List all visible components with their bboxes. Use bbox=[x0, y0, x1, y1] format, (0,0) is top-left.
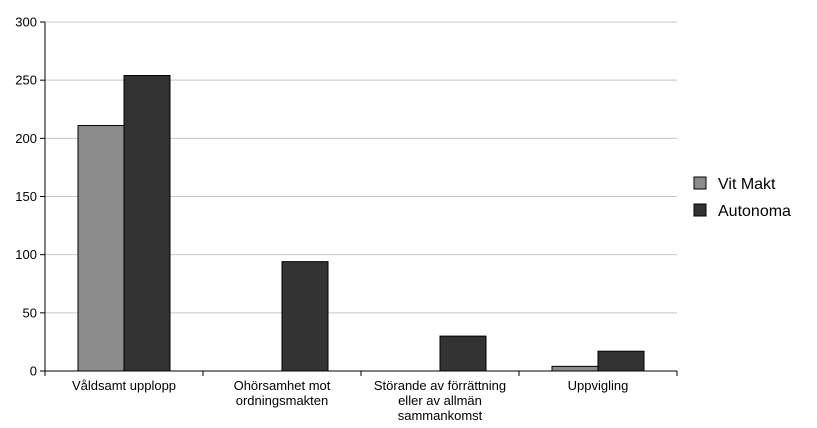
bar-vit-makt bbox=[551, 365, 599, 372]
legend-swatch bbox=[693, 203, 707, 217]
y-tick-label: 150 bbox=[15, 189, 37, 204]
legend-swatch bbox=[693, 176, 707, 190]
y-tick-labels: 0 50 100 150 200 250 300 bbox=[15, 15, 37, 379]
category-label-line: ordningsmakten bbox=[236, 393, 329, 408]
category-label: Våldsamt upplopp bbox=[72, 378, 176, 393]
legend-label: Autonoma bbox=[718, 203, 791, 220]
y-tick-label: 100 bbox=[15, 247, 37, 262]
category-label-line: Störande av förrättning bbox=[374, 378, 506, 393]
bar-autonoma bbox=[281, 261, 329, 372]
bar-autonoma bbox=[439, 335, 487, 372]
category-label-line: eller av allmän bbox=[398, 393, 482, 408]
bar-vit-makt bbox=[77, 125, 125, 372]
category-label-line: Uppvigling bbox=[568, 378, 629, 393]
legend: Vit Makt Autonoma bbox=[693, 176, 791, 220]
bars bbox=[77, 75, 645, 372]
category-label-line: sammankomst bbox=[398, 408, 483, 423]
y-tick-label: 0 bbox=[30, 364, 37, 379]
category-label-line: Våldsamt upplopp bbox=[72, 378, 176, 393]
y-tick-label: 300 bbox=[15, 15, 37, 30]
category-label: Ohörsamhet mot ordningsmakten bbox=[234, 378, 331, 408]
category-label: Uppvigling bbox=[568, 378, 629, 393]
y-tick-label: 250 bbox=[15, 73, 37, 88]
category-label-line: Ohörsamhet mot bbox=[234, 378, 331, 393]
axes bbox=[40, 21, 678, 376]
legend-label: Vit Makt bbox=[718, 176, 776, 193]
category-label: Störande av förrättning eller av allmän sa… bbox=[374, 378, 506, 423]
bar-autonoma bbox=[123, 75, 171, 372]
y-tick-label: 50 bbox=[23, 305, 37, 320]
category-labels: Våldsamt upplopp Ohörsamhet mot ordningsma… bbox=[72, 378, 628, 423]
bar-autonoma bbox=[597, 350, 645, 372]
y-tick-label: 200 bbox=[15, 131, 37, 146]
